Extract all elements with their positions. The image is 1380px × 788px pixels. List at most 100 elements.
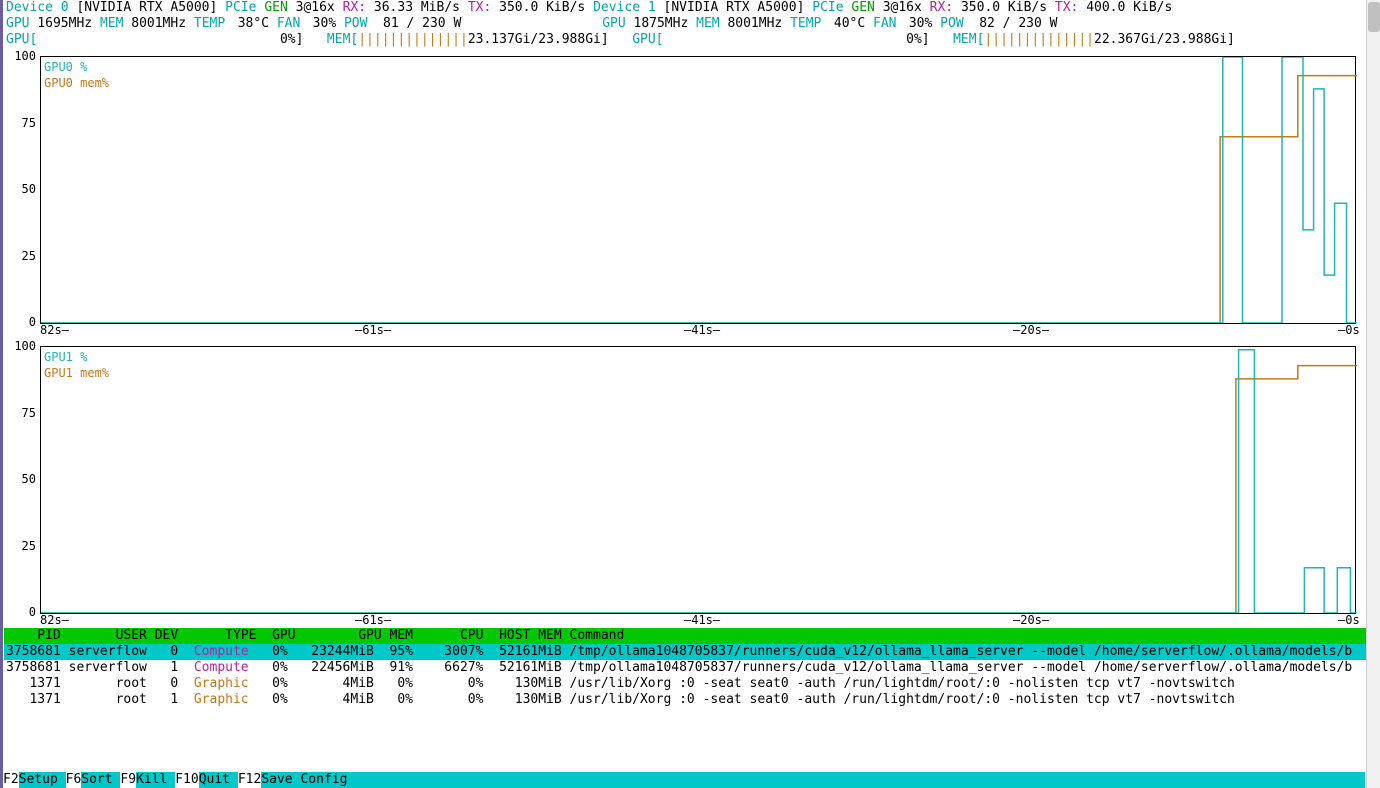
chart-series-gpu [41, 57, 1357, 323]
d0-pow-label: POW [344, 16, 367, 31]
process-table-header: PID USER DEV TYPE GPU GPU MEM CPU HOST M… [4, 628, 1380, 644]
x-tick-label: —41s— [684, 322, 720, 338]
legend-gpu: GPU0 % [44, 59, 109, 75]
chart-gpu1: 0255075100GPU1 %GPU1 mem%82s——61s——41s——… [6, 340, 1358, 628]
d0-mem-bar-text: 23.137Gi/23.988Gi] [468, 32, 609, 47]
d0-gpu-pct: 0%] [280, 32, 303, 47]
d1-fan: 30% [904, 16, 932, 32]
d0-mem-bar-fill: |||||||||||||| [358, 32, 468, 47]
device1-id: 1 [648, 0, 656, 15]
d1-temp-label: TEMP [790, 16, 821, 31]
footer-action-save-config[interactable]: Save Config [261, 772, 355, 788]
table-row[interactable]: 3758681 serverflow 0 Compute 0% 23244MiB… [4, 644, 1380, 660]
footer-bar: F2Setup F6Sort F9Kill F10Quit F12Save Co… [3, 772, 1366, 788]
gpu1-bar-space [664, 32, 907, 47]
d0-temp-label: TEMP [194, 16, 225, 31]
d1-pow: 82 / 230 W [971, 16, 1057, 32]
x-tick-label: —20s— [1013, 612, 1049, 628]
d1-gpu-clock: 1875MHz [634, 16, 689, 31]
y-tick-label: 0 [6, 314, 36, 330]
scrollbar[interactable] [1366, 0, 1380, 788]
device0-pcie-label: PCIe [225, 0, 256, 15]
chart-series-mem [41, 76, 1357, 323]
padding [469, 16, 594, 31]
x-tick-label: —61s— [355, 322, 391, 338]
device1-gen-label: GEN [851, 0, 874, 15]
device0-tx-label: TX: [468, 0, 491, 15]
legend-mem: GPU0 mem% [44, 75, 109, 91]
y-tick-label: 75 [6, 115, 36, 131]
x-tick-label: —41s— [684, 612, 720, 628]
y-tick-label: 50 [6, 181, 36, 197]
table-row[interactable]: 1371 root 1 Graphic 0% 4MiB 0% 0% 130MiB… [4, 692, 1380, 708]
device1-rx-label: RX: [930, 0, 953, 15]
d1-mem-clock: 8001MHz [727, 16, 782, 31]
d0-mem-label: MEM [100, 16, 123, 31]
y-tick-label: 100 [6, 338, 36, 354]
d1-mem-bar-fill: |||||||||||||| [984, 32, 1094, 47]
table-row[interactable]: 3758681 serverflow 1 Compute 0% 22456MiB… [4, 660, 1380, 676]
window-left-border [0, 0, 3, 788]
x-tick-label: —0s [1338, 612, 1360, 628]
device1-rx: 350.0 KiB/s [961, 0, 1047, 15]
d1-mem-bar-text: 22.367Gi/23.988Gi] [1094, 32, 1235, 47]
d0-mem-clock: 8001MHz [131, 16, 186, 31]
footer-action-sort[interactable]: Sort [81, 772, 120, 788]
device-header-line3: GPU[ 0%] MEM[||||||||||||||23.137Gi/23.9… [4, 32, 1380, 48]
device0-name: [NVIDIA RTX A5000] [76, 0, 217, 15]
d1-gpu-label: GPU [602, 16, 625, 31]
device0-tx: 350.0 KiB/s [499, 0, 585, 15]
device0-rx: 36.33 MiB/s [374, 0, 460, 15]
x-tick-label: —61s— [355, 612, 391, 628]
device0-gen-label: GEN [264, 0, 287, 15]
d0-fan: 30% [308, 16, 336, 32]
d1-mem-bar-label: MEM[ [953, 32, 984, 47]
d0-fan-label: FAN [277, 16, 300, 31]
y-tick-label: 0 [6, 604, 36, 620]
d0-pow: 81 / 230 W [375, 16, 461, 32]
chart-gpu0: 0255075100GPU0 %GPU0 mem%82s——61s——41s——… [6, 50, 1358, 338]
d0-gpu-label: GPU [6, 16, 29, 31]
x-tick-label: 82s— [40, 612, 69, 628]
y-tick-label: 25 [6, 538, 36, 554]
legend-mem: GPU1 mem% [44, 365, 109, 381]
device0-label: Device [6, 0, 53, 15]
d0-temp: 38°C [233, 16, 269, 32]
footer-key: F9 [120, 772, 136, 787]
y-tick-label: 75 [6, 405, 36, 421]
footer-key: F2 [3, 772, 19, 787]
footer-action-setup[interactable]: Setup [19, 772, 66, 788]
device-header-line1: Device 0 [NVIDIA RTX A5000] PCIe GEN 3@1… [4, 0, 1380, 16]
footer-action-kill[interactable]: Kill [136, 772, 175, 788]
footer-fill [355, 772, 1365, 788]
chart-series-gpu [41, 350, 1357, 613]
d1-mem-label: MEM [696, 16, 719, 31]
footer-key: F6 [66, 772, 82, 787]
y-tick-label: 100 [6, 48, 36, 64]
device-header-line2: GPU 1695MHz MEM 8001MHz TEMP 38°C FAN 30… [4, 16, 1380, 32]
y-tick-label: 25 [6, 248, 36, 264]
chart-legend: GPU0 %GPU0 mem% [44, 59, 109, 91]
device1-name: [NVIDIA RTX A5000] [664, 0, 805, 15]
d0-gpu-clock: 1695MHz [37, 16, 92, 31]
gpu0-bar-space [37, 32, 280, 47]
d1-fan-label: FAN [873, 16, 896, 31]
device1-label: Device [593, 0, 640, 15]
d1-temp: 40°C [829, 16, 865, 32]
x-tick-label: —0s [1338, 322, 1360, 338]
device0-rx-label: RX: [343, 0, 366, 15]
process-table-body: 3758681 serverflow 0 Compute 0% 23244MiB… [4, 644, 1380, 708]
device1-pcie-label: PCIe [812, 0, 843, 15]
d0-mem-bar-label: MEM[ [327, 32, 358, 47]
footer-key: F10 [175, 772, 198, 787]
x-tick-label: —20s— [1013, 322, 1049, 338]
legend-gpu: GPU1 % [44, 349, 109, 365]
device1-tx-label: TX: [1055, 0, 1078, 15]
table-row[interactable]: 1371 root 0 Graphic 0% 4MiB 0% 0% 130MiB… [4, 676, 1380, 692]
chart-legend: GPU1 %GPU1 mem% [44, 349, 109, 381]
scrollbar-thumb[interactable] [1368, 2, 1380, 32]
d1-gpu-bar-label: GPU[ [632, 32, 663, 47]
chart-series-mem [41, 366, 1357, 613]
footer-action-quit[interactable]: Quit [199, 772, 238, 788]
device1-gen: 3@16x [883, 0, 922, 15]
